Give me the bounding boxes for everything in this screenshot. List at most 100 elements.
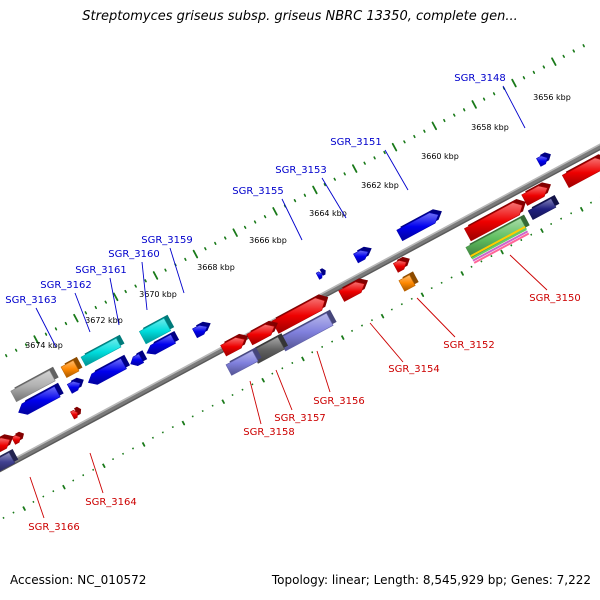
gene-stripe	[470, 226, 526, 258]
gene-body	[246, 324, 275, 346]
upper-scale-tick	[164, 268, 167, 272]
gene-body	[0, 452, 16, 472]
gene-sgr-3160	[138, 314, 175, 345]
upper-label-leader	[109, 277, 120, 326]
gene-stripe	[473, 232, 530, 264]
upper-scale-tick	[333, 177, 337, 181]
gene-sgr-3162b	[66, 377, 84, 394]
upper-scale-tick	[532, 70, 536, 74]
gene-sgr-3153	[353, 246, 372, 264]
upper-scale-tick	[511, 78, 517, 88]
gene-red-far-right	[561, 154, 600, 189]
scale-label: 3658 kbp	[471, 123, 509, 132]
upper-scale-tick	[551, 57, 557, 66]
gene-navy-upper	[527, 195, 560, 221]
upper-scale-tick	[403, 140, 406, 144]
upper-scale-tick	[492, 92, 496, 96]
lower-gene-labels: SGR_3150 SGR_3152 SGR_3154 SGR_3156 SGR_3157…	[28, 254, 581, 533]
gene-body	[271, 297, 326, 334]
upper-label-leader	[321, 177, 347, 219]
gene-body	[18, 385, 61, 415]
gene-sgr-3156a	[271, 294, 329, 334]
lower-gene-label: SGR_3154	[388, 364, 440, 375]
upper-scale-tick	[113, 292, 119, 302]
gene-body	[392, 260, 407, 273]
upper-gene-labels: SGR_3148 SGR_3151 SGR_3153 SGR_3155 SGR_3159…	[5, 73, 526, 348]
upper-scale-tick	[582, 44, 585, 48]
gene-body	[396, 212, 439, 242]
upper-scale-tick	[134, 284, 137, 288]
upper-scale-tick	[443, 118, 446, 123]
gene-sgr-3166a	[0, 434, 14, 453]
upper-scale-tick	[33, 335, 39, 344]
upper-scale-tick	[391, 142, 398, 152]
gene-sgr-3158	[225, 347, 262, 376]
upper-gene-label: SGR_3161	[75, 265, 127, 276]
gene-sgr-3164	[11, 431, 24, 445]
gene-body	[463, 202, 523, 242]
gene-body	[130, 353, 145, 367]
upper-label-leader	[169, 247, 185, 294]
upper-scale-tick	[452, 113, 456, 117]
upper-scale-tick	[44, 332, 48, 336]
upper-scale-tick	[73, 313, 79, 323]
upper-scale-tick	[104, 300, 107, 304]
upper-scale-tick	[363, 161, 366, 165]
gene-sgr-3151	[396, 209, 442, 242]
lower-label-leader	[369, 322, 404, 363]
upper-scale-tick	[14, 348, 18, 352]
upper-scale-tick	[413, 134, 416, 139]
gene-small-red	[70, 406, 82, 420]
lower-label-leader	[509, 254, 548, 291]
upper-scale-tick	[562, 54, 566, 58]
scale-labels: 3656 kbp 3658 kbp 3660 kbp 3662 kbp 3664 kbp…	[25, 93, 571, 350]
scale-label: 3660 kbp	[421, 152, 459, 161]
genome-stats-label: Topology: linear; Length: 8,545,929 bp; …	[271, 573, 591, 587]
upper-scale-tick	[184, 257, 187, 262]
upper-scale-tick	[423, 129, 426, 133]
upper-scale-tick	[232, 228, 238, 237]
gene-sgr-3155	[315, 268, 326, 280]
gene-sgr-3163a	[10, 366, 59, 403]
gene-body	[315, 271, 323, 280]
gene-body	[146, 334, 177, 355]
upper-scale-tick	[373, 156, 376, 160]
gene-body	[561, 157, 600, 189]
upper-scale-tick	[64, 321, 68, 326]
gene-features	[0, 152, 600, 472]
upper-scale-tick	[293, 199, 297, 203]
lower-label-leader	[29, 476, 45, 519]
upper-label-leader	[281, 198, 303, 241]
gene-shadow	[319, 268, 326, 276]
gene-body	[527, 198, 557, 221]
gene-sgr-3159b	[146, 331, 180, 355]
gene-stripe	[471, 228, 527, 260]
scale-label: 3668 kbp	[197, 263, 235, 272]
gene-sgr-3163b	[18, 382, 64, 415]
lower-gene-label: SGR_3158	[243, 427, 295, 438]
upper-scale-tick	[263, 215, 267, 219]
lower-label-leader	[275, 369, 293, 411]
scale-label: 3666 kbp	[249, 236, 287, 245]
scale-label: 3674 kbp	[25, 341, 63, 350]
upper-scale-tick	[351, 164, 358, 173]
upper-scale-tick	[243, 225, 247, 229]
gene-sgr-3159a	[192, 321, 211, 339]
gene-body	[398, 274, 416, 292]
gene-body	[80, 337, 122, 367]
accession-label: Accession: NC_010572	[10, 573, 147, 587]
gene-sgr-3158a	[220, 333, 249, 357]
upper-scale-tick	[272, 207, 278, 216]
upper-scale-tick	[5, 353, 8, 358]
upper-scale-tick	[224, 236, 227, 240]
upper-gene-label: SGR_3153	[275, 165, 327, 176]
upper-gene-label: SGR_3155	[232, 186, 284, 197]
gene-sgr-3162	[87, 354, 130, 385]
upper-scale-tick	[383, 150, 386, 155]
upper-gene-label: SGR_3159	[141, 235, 193, 246]
upper-scale-tick	[542, 65, 546, 69]
gene-sgr-3148	[536, 152, 551, 167]
gene-sgr-3152	[398, 271, 419, 292]
